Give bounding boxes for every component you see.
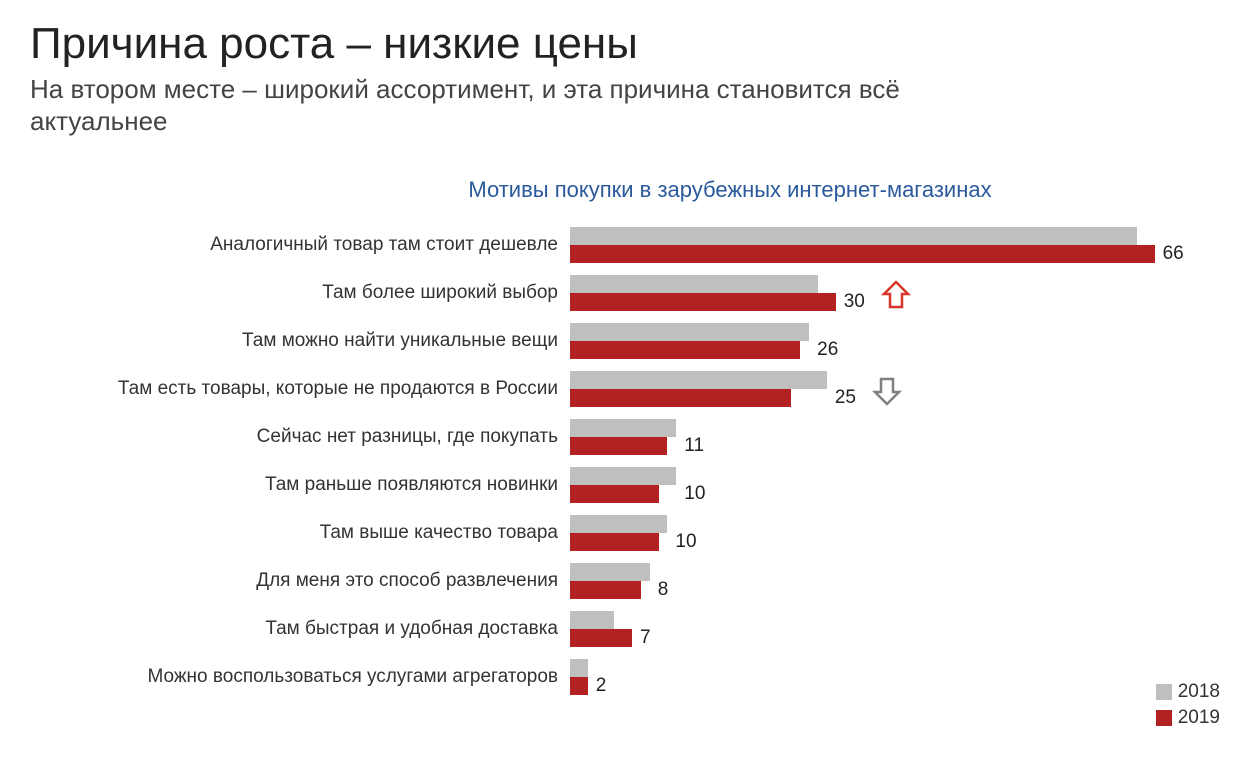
bar-2019 bbox=[570, 293, 836, 311]
chart-row: Для меня это способ развлечения 8 bbox=[30, 557, 1230, 605]
row-bars: 30 bbox=[570, 269, 1230, 317]
value-label: 7 bbox=[640, 627, 651, 649]
row-bars: 7 bbox=[570, 605, 1230, 653]
value-label: 30 bbox=[844, 291, 865, 313]
legend-swatch-2018 bbox=[1156, 684, 1172, 700]
page-title: Причина роста – низкие цены bbox=[30, 20, 1230, 68]
chart-row: Сейчас нет разницы, где покупать 11 bbox=[30, 413, 1230, 461]
bar-2018 bbox=[570, 611, 614, 629]
row-bars: 11 bbox=[570, 413, 1230, 461]
value-label: 2 bbox=[596, 675, 607, 697]
value-label: 25 bbox=[835, 387, 856, 409]
chart-row: Там быстрая и удобная доставка 7 bbox=[30, 605, 1230, 653]
bar-chart: Аналогичный товар там стоит дешевле 66 Там… bbox=[30, 221, 1230, 701]
row-label: Сейчас нет разницы, где покупать bbox=[30, 413, 570, 461]
bar-2019 bbox=[570, 533, 659, 551]
chart-row: Там можно найти уникальные вещи 26 bbox=[30, 317, 1230, 365]
row-label: Там более широкий выбор bbox=[30, 269, 570, 317]
bar-2019 bbox=[570, 437, 667, 455]
bar-2019 bbox=[570, 581, 641, 599]
chart-row: Там есть товары, которые не продаются в … bbox=[30, 365, 1230, 413]
row-bars: 10 bbox=[570, 509, 1230, 557]
legend-item-2019: 2019 bbox=[1156, 707, 1220, 729]
row-label: Для меня это способ развлечения bbox=[30, 557, 570, 605]
bar-2018 bbox=[570, 275, 818, 293]
bar-2018 bbox=[570, 659, 588, 677]
legend-label-2019: 2019 bbox=[1178, 707, 1220, 729]
bar-2018 bbox=[570, 467, 676, 485]
row-bars: 2 bbox=[570, 653, 1230, 701]
row-label: Там быстрая и удобная доставка bbox=[30, 605, 570, 653]
chart-row: Аналогичный товар там стоит дешевле 66 bbox=[30, 221, 1230, 269]
value-label: 66 bbox=[1163, 243, 1184, 265]
value-label: 26 bbox=[817, 339, 838, 361]
row-label: Там есть товары, которые не продаются в … bbox=[30, 365, 570, 413]
legend-swatch-2019 bbox=[1156, 710, 1172, 726]
row-label: Там можно найти уникальные вещи bbox=[30, 317, 570, 365]
chart-row: Там более широкий выбор 30 bbox=[30, 269, 1230, 317]
chart-title: Мотивы покупки в зарубежных интернет-маг… bbox=[370, 177, 1090, 203]
row-label: Аналогичный товар там стоит дешевле bbox=[30, 221, 570, 269]
bar-2019 bbox=[570, 389, 791, 407]
bar-2018 bbox=[570, 419, 676, 437]
value-label: 10 bbox=[675, 531, 696, 553]
chart-row: Там раньше появляются новинки 10 bbox=[30, 461, 1230, 509]
bar-2019 bbox=[570, 341, 800, 359]
row-label: Там раньше появляются новинки bbox=[30, 461, 570, 509]
bar-2018 bbox=[570, 227, 1137, 245]
value-label: 8 bbox=[658, 579, 669, 601]
legend-label-2018: 2018 bbox=[1178, 681, 1220, 703]
bar-2018 bbox=[570, 371, 827, 389]
row-label: Можно воспользоваться услугами агрегатор… bbox=[30, 653, 570, 701]
row-label: Там выше качество товара bbox=[30, 509, 570, 557]
arrow-up-icon bbox=[880, 279, 912, 311]
bar-2018 bbox=[570, 323, 809, 341]
arrow-down-icon bbox=[871, 375, 903, 407]
row-bars: 25 bbox=[570, 365, 1230, 413]
value-label: 10 bbox=[684, 483, 705, 505]
bar-2018 bbox=[570, 563, 650, 581]
page-subtitle: На втором месте – широкий ассортимент, и… bbox=[30, 74, 930, 136]
chart-row: Там выше качество товара 10 bbox=[30, 509, 1230, 557]
value-label: 11 bbox=[684, 435, 704, 457]
chart-row: Можно воспользоваться услугами агрегатор… bbox=[30, 653, 1230, 701]
bar-2018 bbox=[570, 515, 667, 533]
bar-2019 bbox=[570, 629, 632, 647]
row-bars: 26 bbox=[570, 317, 1230, 365]
bar-2019 bbox=[570, 485, 659, 503]
bar-2019 bbox=[570, 677, 588, 695]
row-bars: 66 bbox=[570, 221, 1230, 269]
row-bars: 8 bbox=[570, 557, 1230, 605]
legend: 2018 2019 bbox=[1156, 681, 1220, 733]
legend-item-2018: 2018 bbox=[1156, 681, 1220, 703]
bar-2019 bbox=[570, 245, 1155, 263]
row-bars: 10 bbox=[570, 461, 1230, 509]
